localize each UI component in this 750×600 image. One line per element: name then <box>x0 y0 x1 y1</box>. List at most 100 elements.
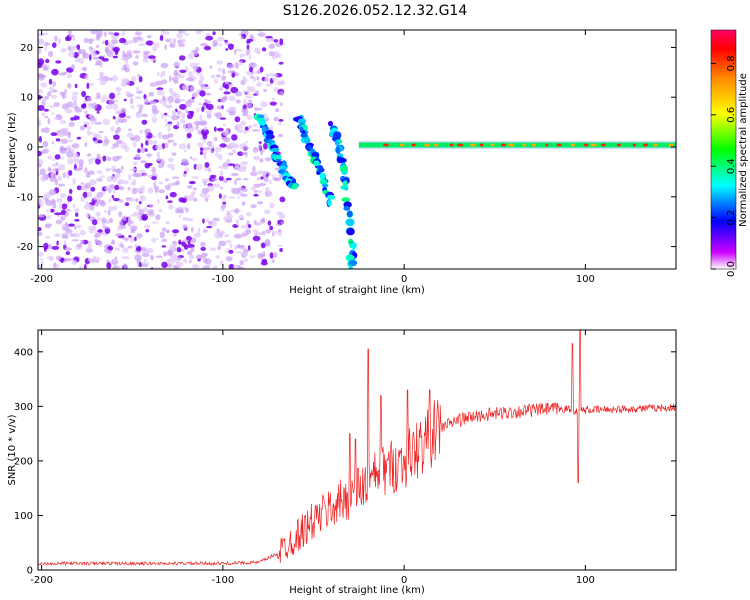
noise-blob <box>54 35 58 42</box>
noise-blob <box>97 139 103 144</box>
noise-blob <box>174 100 180 104</box>
noise-blob <box>170 167 176 171</box>
noise-blob <box>220 186 223 190</box>
x-tick-label: 100 <box>576 274 595 285</box>
carrier-peak <box>643 143 648 147</box>
noise-blob <box>155 144 163 150</box>
noise-blob <box>242 178 249 181</box>
y-tick-label: 300 <box>14 402 33 413</box>
noise-blob <box>216 60 224 65</box>
noise-blob <box>78 159 84 166</box>
carrier-peak <box>590 143 597 147</box>
noise-blob <box>100 175 105 178</box>
noise-blob <box>178 214 182 218</box>
snr-panel: -200 -100 0 100 0 100 200 300 400 Height of str… <box>7 329 677 596</box>
noise-blob <box>167 200 173 203</box>
noise-blob <box>235 251 243 254</box>
noise-blob <box>112 75 118 82</box>
noise-blob <box>268 51 276 57</box>
noise-blob <box>240 36 244 40</box>
carrier-peak <box>449 143 454 147</box>
noise-blob <box>175 207 180 214</box>
noise-blob <box>228 263 235 269</box>
noise-blob <box>265 35 273 39</box>
noise-blob <box>108 77 114 81</box>
noise-blob <box>187 194 196 202</box>
noise-blob <box>219 170 224 177</box>
noise-blob <box>151 135 156 139</box>
noise-blob <box>156 199 160 204</box>
noise-blob <box>65 36 70 42</box>
noise-blob <box>107 156 112 161</box>
noise-blob <box>114 174 119 180</box>
noise-blob <box>256 76 260 81</box>
noise-blob <box>154 185 160 191</box>
noise-blob <box>205 264 212 267</box>
noise-blob <box>96 153 101 159</box>
noise-blob <box>138 261 142 268</box>
noise-blob <box>254 222 261 226</box>
arc-mark <box>319 179 328 185</box>
noise-blob <box>272 252 278 258</box>
noise-blob <box>176 32 183 39</box>
arc-mark <box>342 180 348 187</box>
noise-blob <box>151 221 159 224</box>
noise-blob <box>135 204 141 211</box>
noise-blob <box>243 258 249 263</box>
colorbar-tick-label: 0.0 <box>726 261 737 277</box>
noise-blob <box>81 90 87 98</box>
noise-blob <box>41 32 49 36</box>
noise-blob <box>123 180 129 185</box>
noise-blob <box>128 173 132 181</box>
noise-blob <box>112 168 119 172</box>
noise-blob <box>191 125 195 133</box>
noise-blob <box>252 165 256 172</box>
noise-blob <box>269 225 274 231</box>
noise-blob <box>54 234 61 237</box>
noise-blob <box>60 209 66 215</box>
noise-blob <box>63 240 67 246</box>
noise-blob <box>140 160 147 164</box>
noise-blob <box>268 73 276 77</box>
noise-blob <box>138 201 142 205</box>
noise-blob <box>96 177 103 182</box>
noise-blob <box>258 190 262 194</box>
noise-blob <box>190 111 194 117</box>
noise-blob <box>96 33 103 38</box>
noise-blob <box>98 243 103 247</box>
noise-blob <box>222 68 226 75</box>
noise-blob <box>106 262 112 269</box>
noise-blob <box>167 249 173 255</box>
noise-blob <box>241 225 249 229</box>
noise-blob <box>138 43 147 46</box>
noise-blob <box>230 86 239 94</box>
noise-blob <box>244 126 249 131</box>
y-tick-label: 100 <box>14 511 33 522</box>
noise-blob <box>123 263 128 269</box>
noise-blob <box>85 212 90 218</box>
noise-blob <box>38 150 42 157</box>
noise-blob <box>120 82 127 87</box>
noise-blob <box>254 233 258 237</box>
noise-blob <box>178 208 184 214</box>
carrier-peak <box>490 143 495 147</box>
noise-blob <box>242 188 248 192</box>
noise-blob <box>121 78 130 84</box>
noise-blob <box>192 65 199 71</box>
noise-blob <box>125 91 131 96</box>
noise-blob <box>38 39 41 42</box>
noise-blob <box>161 70 166 77</box>
noise-blob <box>239 53 245 58</box>
noise-blob <box>58 72 66 76</box>
noise-blob <box>120 244 125 249</box>
y-tick-label: 20 <box>20 43 33 54</box>
noise-blob <box>72 157 80 165</box>
noise-blob <box>229 243 233 249</box>
noise-blob <box>205 110 213 115</box>
noise-blob <box>209 65 213 69</box>
noise-blob <box>66 151 74 158</box>
noise-blob <box>218 193 222 199</box>
noise-blob <box>264 209 271 215</box>
noise-blob <box>208 220 213 225</box>
noise-blob <box>88 46 93 50</box>
